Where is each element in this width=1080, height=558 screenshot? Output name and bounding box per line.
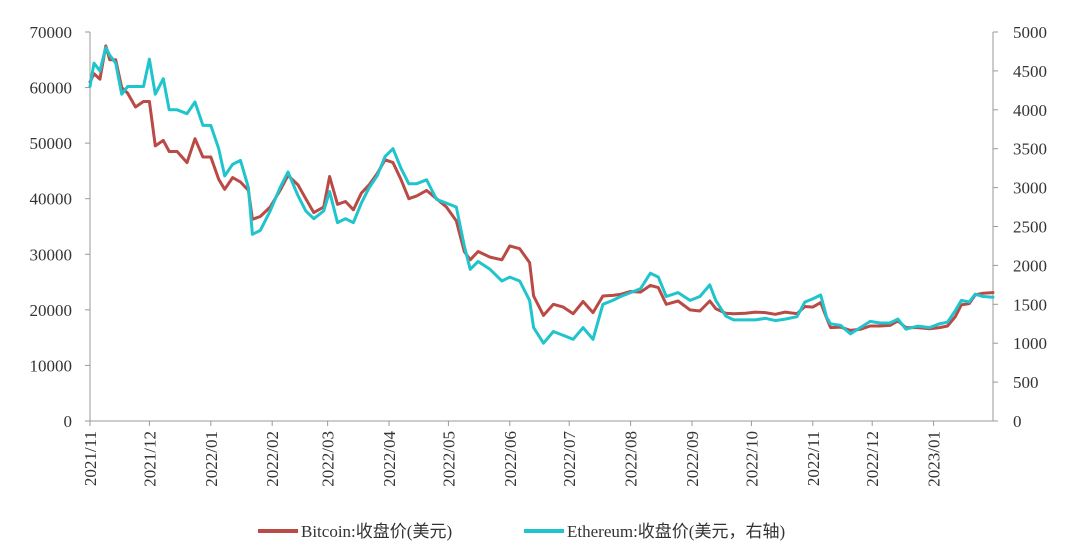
x-tick-label: 2022/01: [202, 431, 221, 487]
x-tick-label: 2022/02: [263, 431, 282, 487]
x-tick-label: 2022/08: [622, 431, 641, 487]
x-axis: 2021/11 2021/12 2022/01 2022/02 2022/03 2022/…: [81, 421, 944, 487]
y-right-tick-label: 5000: [1013, 23, 1047, 42]
y-right-tick-label: 2000: [1013, 256, 1047, 275]
x-tick-label: 2022/03: [319, 431, 338, 487]
legend: Bitcoin:收盘价(美元) Ethereum:收盘价(美元，右轴): [258, 522, 785, 541]
x-tick-label: 2022/07: [560, 431, 579, 487]
y-right-tick-label: 1000: [1013, 334, 1047, 353]
series-line-bitcoin: [88, 44, 995, 332]
y-left-tick-label: 40000: [30, 190, 73, 209]
y-axis-left: 0 10000 20000 30000 40000 50000 60000 70000: [30, 23, 90, 431]
y-right-tick-label: 4000: [1013, 101, 1047, 120]
y-right-tick-label: 3500: [1013, 140, 1047, 159]
series-line-ethereum: [88, 46, 995, 345]
legend-label-bitcoin: Bitcoin:收盘价(美元): [301, 522, 452, 541]
x-tick-label: 2021/11: [81, 431, 100, 486]
x-tick-label: 2023/01: [925, 431, 944, 487]
x-tick-label: 2022/10: [742, 431, 761, 487]
x-tick-label: 2022/12: [863, 431, 882, 487]
y-left-tick-label: 30000: [30, 245, 73, 264]
x-tick-label: 2022/11: [804, 431, 823, 486]
series-layer: [88, 44, 995, 345]
y-right-tick-label: 0: [1013, 412, 1022, 431]
y-right-tick-label: 3000: [1013, 179, 1047, 198]
y-left-tick-label: 10000: [30, 356, 73, 375]
legend-item-ethereum[interactable]: Ethereum:收盘价(美元，右轴): [524, 522, 785, 541]
x-tick-label: 2021/12: [140, 431, 159, 487]
x-tick-label: 2022/06: [501, 431, 520, 487]
x-tick-label: 2022/09: [683, 431, 702, 487]
y-right-tick-label: 4500: [1013, 62, 1047, 81]
y-left-tick-label: 0: [64, 412, 73, 431]
y-left-tick-label: 20000: [30, 301, 73, 320]
y-left-tick-label: 70000: [30, 23, 73, 42]
y-right-tick-label: 500: [1013, 373, 1039, 392]
x-tick-label: 2022/04: [380, 431, 399, 487]
y-right-tick-label: 1500: [1013, 295, 1047, 314]
legend-item-bitcoin[interactable]: Bitcoin:收盘价(美元): [258, 522, 452, 541]
y-left-tick-label: 50000: [30, 134, 73, 153]
x-tick-label: 2022/05: [439, 431, 458, 487]
y-axis-right: 0 500 1000 1500 2000 2500 3000 3500 4000 4500 5000: [993, 23, 1047, 431]
plot-frame: [89, 32, 994, 422]
y-left-tick-label: 60000: [30, 79, 73, 98]
y-right-tick-label: 2500: [1013, 218, 1047, 237]
legend-label-ethereum: Ethereum:收盘价(美元，右轴): [567, 522, 785, 541]
